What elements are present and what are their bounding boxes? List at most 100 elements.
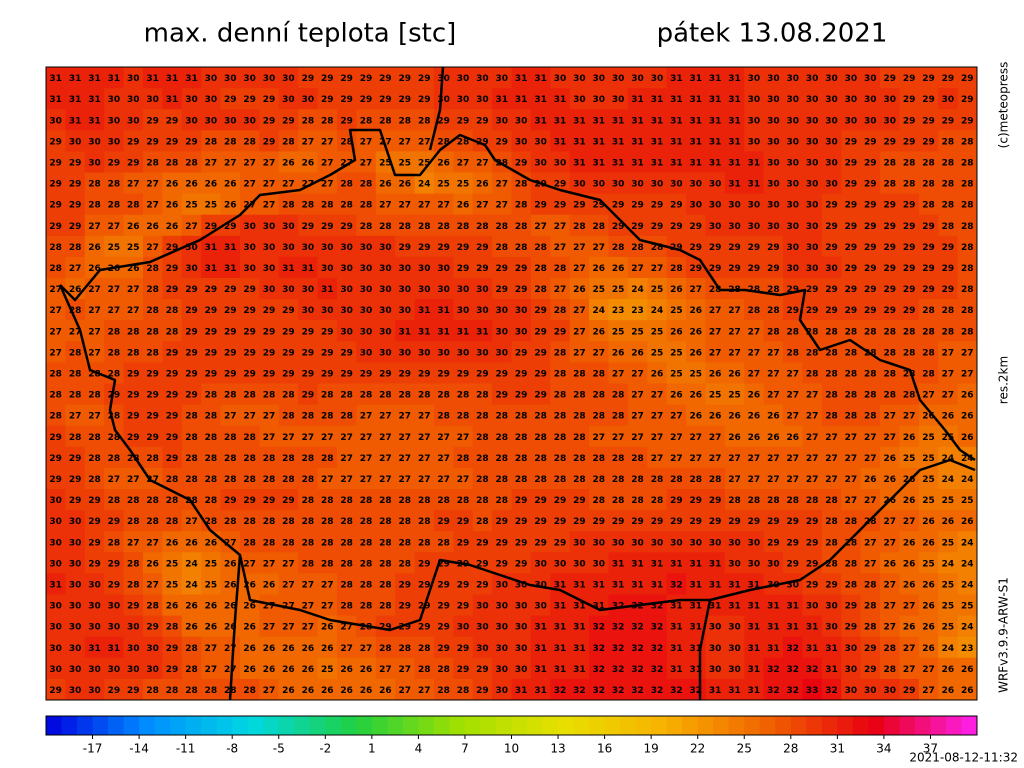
temperature-cell	[278, 172, 299, 195]
temperature-value: 28	[282, 137, 295, 147]
temperature-value: 30	[457, 285, 470, 295]
temperature-value: 28	[166, 496, 179, 506]
temperature-value: 32	[767, 686, 780, 696]
temperature-value: 28	[554, 369, 567, 379]
temperature-cell	[104, 130, 125, 152]
temperature-value: 29	[49, 454, 62, 464]
temperature-value: 28	[476, 222, 489, 232]
temperature-value: 28	[845, 348, 858, 358]
temperature-cell	[744, 193, 765, 216]
temperature-value: 28	[534, 243, 547, 253]
temperature-value: 29	[864, 158, 877, 168]
temperature-cell	[783, 109, 803, 131]
temperature-value: 29	[399, 602, 412, 612]
temperature-cell	[395, 172, 416, 195]
temperature-value: 25	[205, 580, 218, 590]
temperature-value: 27	[709, 454, 722, 464]
temperature-value: 30	[205, 74, 218, 84]
temperature-value: 30	[418, 348, 431, 358]
temperature-value: 29	[243, 348, 256, 358]
temperature-value: 29	[476, 580, 489, 590]
temperature-value: 29	[69, 201, 82, 211]
temperature-cell	[433, 278, 454, 300]
temperature-value: 28	[146, 686, 159, 696]
temperature-value: 30	[437, 264, 450, 274]
temperature-cell	[666, 214, 687, 237]
temperature-cell	[336, 67, 357, 89]
temperature-value: 30	[825, 95, 838, 105]
temperature-value: 26	[883, 475, 896, 485]
temperature-value: 27	[786, 475, 799, 485]
temperature-cell	[666, 256, 687, 279]
temperature-value: 29	[166, 116, 179, 126]
temperature-value: 30	[437, 285, 450, 295]
temperature-cell	[589, 88, 609, 110]
temperature-cell	[259, 278, 280, 300]
temperature-value: 29	[263, 95, 276, 105]
temperature-cell	[375, 256, 396, 279]
colorbar-segment	[806, 716, 823, 735]
temperature-cell	[181, 172, 202, 195]
temperature-cell	[705, 109, 726, 131]
temperature-value: 29	[437, 243, 450, 253]
temperature-value: 23	[612, 306, 625, 316]
temperature-value: 29	[321, 369, 334, 379]
temperature-value: 29	[127, 369, 140, 379]
temperature-value: 28	[282, 454, 295, 464]
temperature-value: 28	[302, 517, 315, 527]
colorbar-tick-label: 7	[461, 742, 469, 756]
temperature-value: 26	[205, 623, 218, 633]
temperature-value: 28	[282, 517, 295, 527]
temperature-value: 28	[379, 222, 392, 232]
temperature-value: 29	[864, 264, 877, 274]
temperature-value: 28	[205, 686, 218, 696]
temperature-value: 28	[418, 116, 431, 126]
temperature-value: 29	[457, 644, 470, 654]
temperature-value: 25	[612, 285, 625, 295]
temperature-value: 28	[205, 496, 218, 506]
temperature-value: 27	[825, 454, 838, 464]
temperature-value: 31	[534, 95, 547, 105]
temperature-value: 25	[942, 602, 955, 612]
temperature-value: 31	[670, 602, 683, 612]
temperature-value: 29	[127, 412, 140, 422]
temperature-value: 30	[108, 116, 121, 126]
temperature-cell	[860, 67, 881, 89]
temperature-value: 28	[942, 201, 955, 211]
temperature-value: 31	[496, 95, 509, 105]
temperature-value: 29	[670, 222, 683, 232]
temperature-value: 28	[205, 454, 218, 464]
temperature-value: 28	[651, 243, 664, 253]
temperature-cell	[569, 214, 590, 237]
temperature-cell	[220, 320, 241, 342]
temperature-value: 27	[69, 264, 82, 274]
temperature-cell	[686, 130, 706, 152]
temperature-value: 28	[399, 538, 412, 548]
temperature-value: 27	[418, 686, 431, 696]
temperature-value: 27	[883, 580, 896, 590]
temperature-cell	[65, 299, 86, 321]
temperature-cell	[278, 193, 299, 216]
temperature-value: 30	[437, 95, 450, 105]
temperature-value: 28	[146, 306, 159, 316]
temperature-value: 30	[806, 137, 819, 147]
colorbar-tick-label: 16	[597, 742, 612, 756]
temperature-value: 30	[825, 180, 838, 190]
temperature-value: 27	[670, 433, 683, 443]
temperature-value: 29	[496, 538, 509, 548]
temperature-value: 31	[573, 580, 586, 590]
temperature-cell	[918, 235, 939, 258]
temperature-value: 28	[69, 433, 82, 443]
temperature-value: 28	[767, 327, 780, 337]
temperature-value: 29	[573, 517, 586, 527]
temperature-cell	[433, 88, 454, 110]
temperature-value: 25	[205, 559, 218, 569]
temperature-value: 29	[670, 517, 683, 527]
temperature-value: 30	[515, 644, 528, 654]
temperature-value: 26	[612, 264, 625, 274]
temperature-cell	[375, 235, 396, 258]
temperature-value: 27	[418, 412, 431, 422]
temperature-cell	[278, 214, 299, 237]
temperature-value: 32	[651, 686, 664, 696]
temperature-value: 28	[340, 580, 353, 590]
